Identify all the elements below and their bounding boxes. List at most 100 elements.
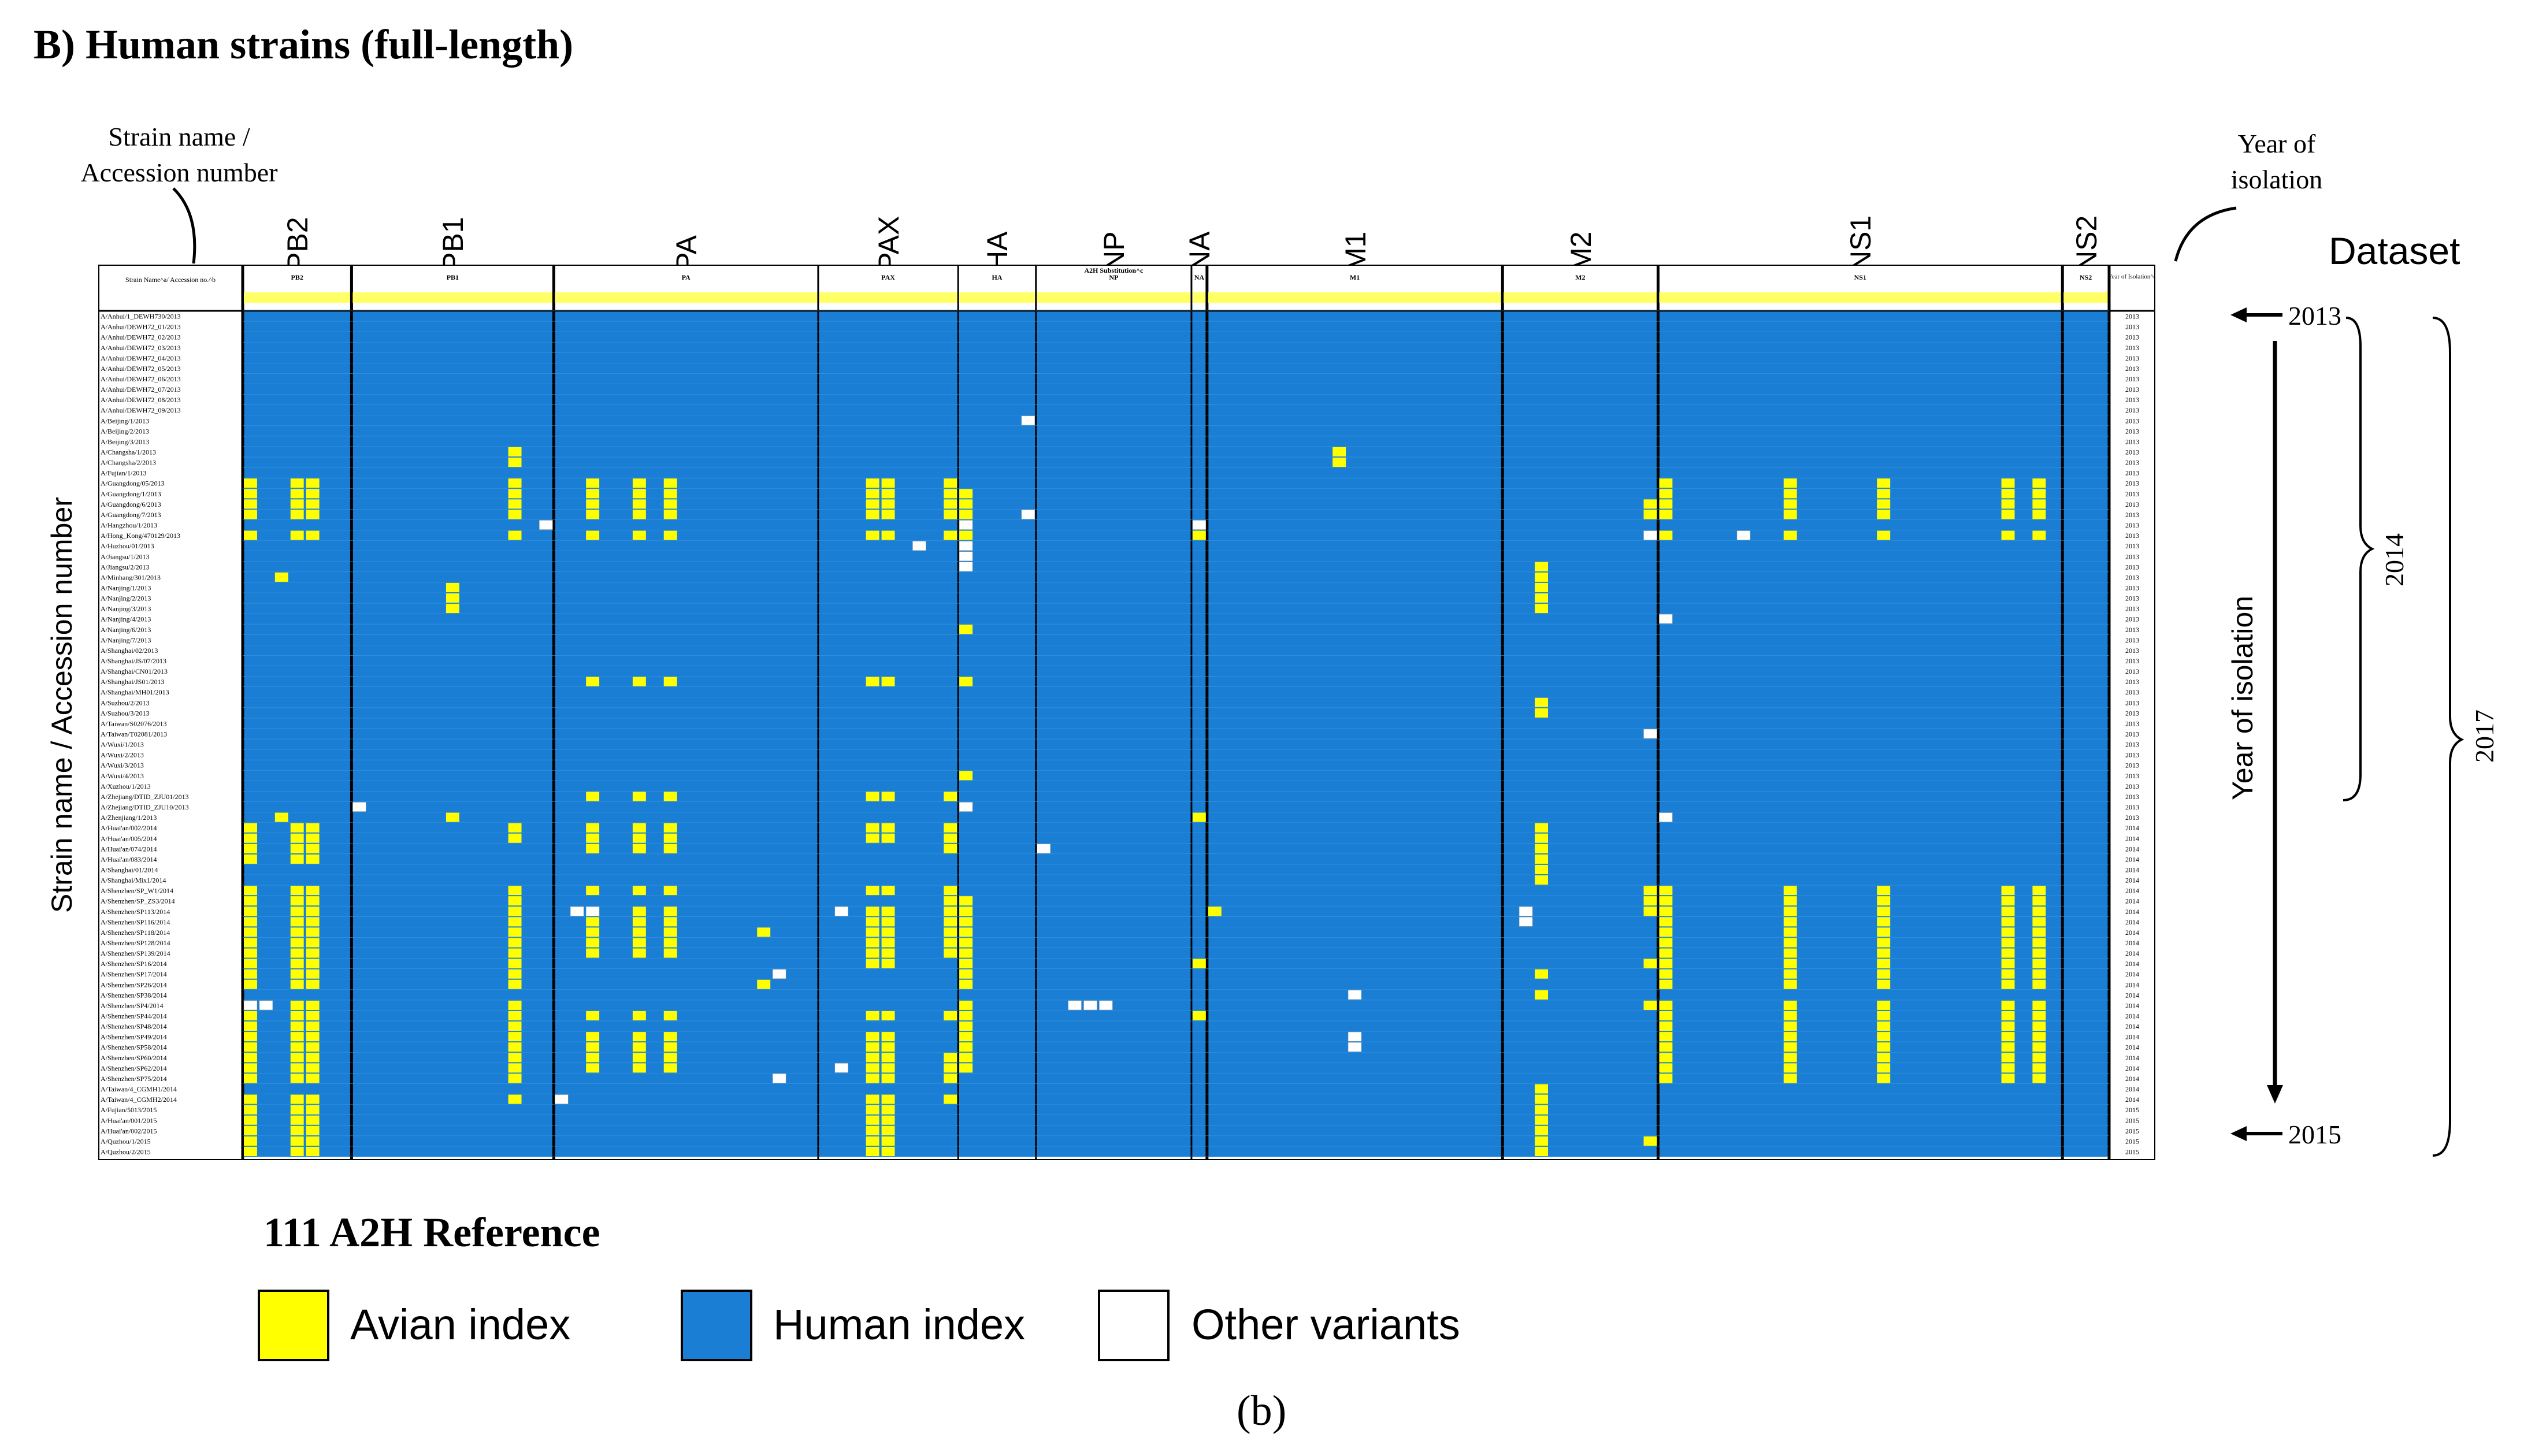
legend-other-swatch: [1098, 1290, 1170, 1361]
avian-cell: [959, 499, 973, 509]
avian-cell: [306, 530, 320, 540]
row-year: 2013: [2125, 375, 2139, 383]
avian-cell: [508, 499, 522, 509]
avian-cell: [1659, 489, 1673, 499]
strain-label: A/Huai'an/083/2014: [101, 855, 157, 863]
row-year: 2013: [2125, 719, 2139, 727]
avian-cell: [959, 907, 973, 916]
avian-cell: [508, 1000, 522, 1010]
avian-cell: [881, 530, 895, 540]
avian-cell: [2032, 530, 2046, 540]
avian-cell: [306, 1022, 320, 1031]
strain-label: A/Nanjing/7/2013: [101, 636, 151, 644]
row-year: 2013: [2125, 313, 2139, 321]
avian-cell: [866, 677, 879, 686]
other-variant-cell: [834, 906, 849, 916]
avian-cell: [1783, 1032, 1797, 1042]
avian-cell: [306, 510, 320, 519]
avian-cell: [290, 1146, 304, 1156]
row-year: 2013: [2125, 448, 2139, 456]
other-variant-cell: [1021, 510, 1035, 519]
avian-cell: [2001, 1011, 2015, 1021]
avian-cell: [881, 510, 895, 519]
strain-label: A/Shenzhen/SP116/2014: [101, 918, 170, 926]
avian-cell: [1659, 896, 1673, 906]
avian-cell: [944, 896, 957, 906]
row-year: 2014: [2125, 960, 2139, 968]
segment-header-ns1: NS1: [1854, 273, 1866, 281]
avian-cell: [1643, 510, 1657, 519]
avian-cell: [866, 1094, 879, 1104]
segment-header-pb1: PB1: [447, 273, 459, 281]
avian-cell: [881, 792, 895, 801]
segment-label-ns2: NS2: [2070, 215, 2103, 272]
avian-cell: [1535, 990, 1548, 1000]
other-variant-cell: [959, 541, 973, 551]
avian-cell: [290, 969, 304, 979]
avian-cell: [881, 927, 895, 937]
year-column-header: Year of Isolation^d: [2108, 273, 2155, 280]
avian-cell: [1659, 948, 1673, 958]
avian-cell: [944, 886, 957, 896]
figure-caption: (b): [1237, 1387, 1287, 1435]
dataset-bracket-2014: [2343, 317, 2375, 801]
strain-label: A/Changsha/1/2013: [101, 448, 156, 456]
avian-cell: [290, 510, 304, 519]
avian-cell: [2032, 938, 2046, 948]
avian-cell: [508, 927, 522, 937]
avian-cell: [2001, 478, 2015, 488]
strain-label: A/Guangdong/7/2013: [101, 511, 161, 519]
other-variant-cell: [1643, 530, 1657, 540]
avian-cell: [881, 1074, 895, 1083]
row-year: 2014: [2125, 834, 2139, 842]
other-variant-cell: [259, 1000, 273, 1011]
avian-cell: [586, 1011, 600, 1021]
strain-label: A/Shenzhen/SP26/2014: [101, 980, 167, 989]
avian-cell: [866, 938, 879, 948]
avian-cell: [508, 979, 522, 989]
avian-cell: [446, 812, 459, 822]
avian-cell: [1877, 979, 1891, 989]
avian-cell: [1208, 907, 1222, 916]
avian-cell: [866, 1146, 879, 1156]
avian-cell: [2001, 1032, 2015, 1042]
avian-cell: [244, 948, 257, 958]
row-year: 2013: [2125, 793, 2139, 801]
avian-cell: [508, 833, 522, 843]
avian-cell: [1783, 886, 1797, 896]
avian-cell: [2001, 530, 2015, 540]
strain-label: A/Huzhou/01/2013: [101, 542, 154, 550]
row-year: 2013: [2125, 417, 2139, 425]
strain-label: A/Beijing/1/2013: [101, 417, 149, 425]
row-year: 2013: [2125, 354, 2139, 362]
avian-cell: [508, 1053, 522, 1063]
avian-cell: [586, 948, 600, 958]
substitution-header: A2H Substitution^c: [1084, 266, 1144, 274]
row-year: 2013: [2125, 480, 2139, 488]
avian-cell: [881, 1126, 895, 1135]
row-year: 2014: [2125, 980, 2139, 989]
avian-cell: [881, 823, 895, 833]
avian-cell: [586, 1042, 600, 1052]
year-header-bracket: [2174, 206, 2237, 262]
avian-cell: [1659, 886, 1673, 896]
row-year: 2013: [2125, 730, 2139, 738]
segment-header-pa: PA: [682, 273, 691, 281]
avian-cell: [586, 886, 600, 896]
avian-cell: [866, 1126, 879, 1135]
avian-cell: [1659, 1000, 1673, 1010]
strain-label: A/Nanjing/6/2013: [101, 626, 151, 634]
strain-label: A/Anhui/1_DEWH730/2013: [101, 313, 181, 321]
row-year: 2013: [2125, 323, 2139, 331]
avian-cell: [1877, 1032, 1891, 1042]
avian-cell: [944, 1063, 957, 1073]
avian-cell: [1659, 1011, 1673, 1021]
avian-cell: [959, 489, 973, 499]
avian-cell: [1643, 1000, 1657, 1010]
other-variant-cell: [1083, 1000, 1097, 1011]
avian-cell: [959, 1053, 973, 1063]
avian-cell: [866, 1136, 879, 1146]
strain-label: A/Fujian/1/2013: [101, 469, 146, 477]
avian-cell: [1659, 499, 1673, 509]
avian-cell: [632, 677, 646, 686]
